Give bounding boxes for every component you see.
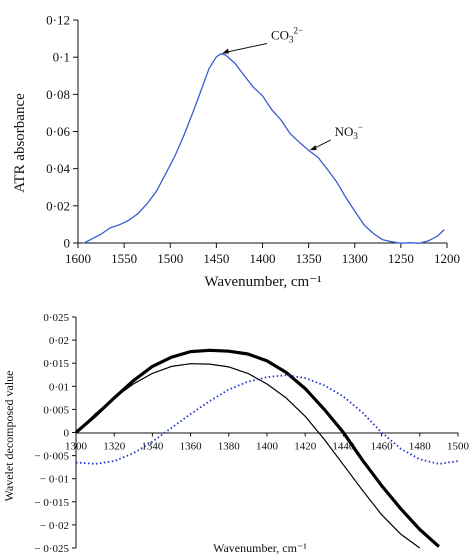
bottom-y-tick-label: 0·015: [43, 358, 69, 370]
top-x-tick-label: 1250: [388, 251, 414, 266]
bottom-y-tick-label: − 0·02: [40, 520, 69, 532]
bottom-x-tick-label: 1400: [256, 441, 279, 453]
bottom-series-lines: [74, 348, 459, 549]
bottom-y-tick-label: − 0·015: [34, 497, 69, 509]
bottom-x-tick-label: 1480: [409, 441, 432, 453]
bottom-x-tick-label: 1340: [141, 441, 164, 453]
series-dotted-line: [75, 374, 459, 465]
bottom-x-tick-label: 1360: [180, 441, 203, 453]
top-x-tick-label: 1450: [203, 251, 229, 266]
annotation-arrowhead: [221, 48, 229, 54]
top-y-tick-label: 0·02: [46, 198, 70, 213]
top-x-tick-label: 1400: [250, 251, 276, 266]
annotation-arrowhead: [309, 145, 317, 151]
top-annotations: CO32− NO3−: [221, 25, 363, 151]
bottom-y-tick-label: 0·01: [49, 381, 69, 393]
annotation-arrow: [224, 42, 268, 53]
top-xlabel: Wavenumber, cm⁻¹: [204, 274, 321, 290]
series-thick-line: [74, 348, 440, 548]
bottom-y-tick-label: − 0·01: [40, 474, 69, 486]
top-series-line: [83, 53, 445, 244]
top-y-tick-label: 0·04: [46, 161, 70, 176]
bottom-x-tick-label: 1420: [294, 441, 317, 453]
top-x-ticks: 1600 1550 1500 1450 1400 1350 1300 1250 1200: [65, 243, 460, 266]
top-x-tick-label: 1600: [65, 251, 91, 266]
top-x-tick-label: 1200: [434, 251, 460, 266]
top-y-ticks: 0 0·02 0·04 0·06 0·08 0·1 0·12: [46, 13, 78, 251]
annotation-label: NO3−: [335, 122, 363, 141]
top-y-tick-label: 0: [64, 236, 71, 251]
bottom-x-tick-label: 1320: [103, 441, 126, 453]
bottom-xlabel: Wavenumber, cm⁻¹: [213, 541, 307, 555]
bottom-y-tick-label: 0·025: [43, 312, 69, 324]
bottom-ylabel: Wavelet decomposed value: [2, 371, 16, 502]
series-thin-line: [75, 363, 421, 549]
top-y-tick-label: 0·1: [53, 50, 70, 65]
chart-bottom: Wavelet decomposed value − 0·025− 0·02− …: [2, 312, 470, 555]
top-x-tick-label: 1550: [111, 251, 137, 266]
top-ylabel: ATR absorbance: [12, 93, 28, 193]
bottom-x-ticks: 1300 1320 1340 1360 1380 1400 1420 1440 1460 1480…: [65, 432, 470, 453]
bottom-y-tick-label: 0·02: [49, 335, 69, 347]
top-y-tick-label: 0·08: [46, 87, 70, 102]
bottom-x-tick-label: 1460: [371, 441, 394, 453]
bottom-y-tick-label: − 0·025: [34, 543, 69, 555]
bottom-y-ticks: − 0·025 − 0·02 − 0·015 − 0·01 − 0·005 0 0·005 0…: [34, 312, 76, 555]
top-y-tick-label: 0·12: [46, 13, 70, 28]
bottom-x-tick-label: 1380: [218, 441, 241, 453]
top-x-tick-label: 1300: [342, 251, 368, 266]
top-y-tick-label: 0·06: [46, 124, 70, 139]
chart-top: ATR absorbance 00·020·040·060·080·10·12 …: [12, 13, 460, 291]
bottom-y-tick-label: 0: [64, 428, 70, 440]
annotation-label: CO32−: [271, 25, 303, 44]
bottom-x-tick-label: 1300: [65, 441, 88, 453]
top-x-tick-label: 1350: [296, 251, 322, 266]
bottom-x-tick-label: 1500: [447, 441, 470, 453]
top-x-tick-label: 1500: [157, 251, 183, 266]
bottom-y-tick-label: − 0·005: [34, 451, 69, 463]
bottom-y-tick-label: 0·005: [43, 404, 69, 416]
